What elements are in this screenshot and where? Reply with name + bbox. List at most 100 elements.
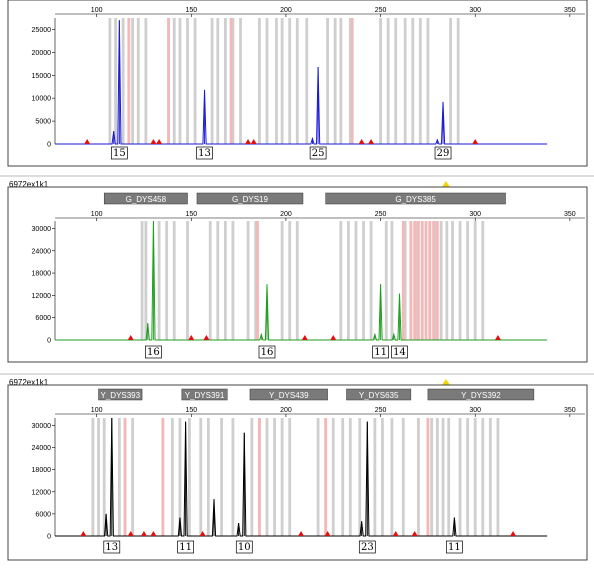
allele-bin — [157, 221, 161, 340]
off-ladder-triangle-icon — [472, 139, 479, 144]
allele-bin — [280, 18, 284, 144]
allele-bin — [339, 18, 343, 144]
allele-bin — [165, 221, 169, 340]
off-ladder-triangle-icon — [80, 531, 87, 536]
allele-call-label: 10 — [238, 542, 251, 553]
y-tick-label: 20000 — [32, 50, 52, 57]
allele-call-label: 16 — [261, 347, 274, 358]
off-ladder-triangle-icon — [301, 335, 308, 340]
allele-bin — [456, 18, 460, 144]
allele-bin — [458, 418, 462, 536]
allele-bin — [246, 221, 250, 340]
x-tick-label: 350 — [564, 7, 576, 14]
allele-bin — [114, 18, 117, 144]
allele-bin — [144, 18, 148, 144]
y-tick-label: 25000 — [32, 27, 52, 34]
allele-bin — [178, 18, 182, 144]
off-ladder-triangle-icon — [156, 139, 163, 144]
allele-bin — [381, 418, 384, 536]
y-tick-label: 0 — [47, 338, 51, 345]
allele-call-box — [372, 345, 389, 359]
panel-3: 6972ex1k1 Y_DYS393 Y_DYS391 Y_DYS439 Y_DYS63… — [0, 373, 594, 561]
marker-label: Y_DYS391 — [185, 391, 225, 400]
allele-bin — [341, 418, 345, 536]
allele-bin — [91, 418, 95, 536]
virtual-bin — [420, 221, 424, 340]
allele-bin — [288, 18, 292, 144]
allele-call-label: 16 — [147, 347, 160, 358]
allele-bin — [208, 221, 212, 340]
x-tick-label: 100 — [91, 211, 103, 218]
allele-call-box — [177, 540, 194, 554]
off-ladder-triangle-icon — [150, 139, 157, 144]
allele-bin — [346, 221, 350, 340]
allele-bin — [369, 221, 373, 340]
y-tick-label: 5000 — [35, 119, 51, 126]
virtual-bin — [409, 221, 413, 340]
marker-bar — [196, 192, 304, 205]
allele-bin — [348, 418, 352, 536]
allele-call-label: 25 — [312, 148, 325, 159]
allele-bin — [390, 418, 394, 536]
allele-call-box — [145, 345, 162, 359]
allele-bin — [488, 418, 492, 536]
virtual-bin — [123, 418, 127, 536]
virtual-bin — [324, 418, 328, 536]
allele-bin — [481, 221, 485, 340]
allele-bin — [223, 221, 227, 340]
virtual-bin — [428, 221, 432, 340]
y-tick-label: 0 — [47, 534, 51, 541]
allele-bin — [280, 221, 284, 340]
allele-bin — [439, 221, 443, 340]
allele-call-box — [434, 146, 452, 160]
allele-bin — [316, 418, 320, 536]
marker-label: G_DYS385 — [395, 195, 436, 204]
y-tick-label: 18000 — [32, 467, 52, 474]
allele-bin — [210, 18, 214, 144]
y-tick-label: 10000 — [32, 96, 52, 103]
panel-1: 100 150 200 250 300 3505000100001500020000250… — [7, 0, 588, 167]
marker-bar — [103, 192, 188, 205]
allele-bin — [239, 18, 242, 144]
marker-bar — [346, 388, 412, 401]
marker-bar — [325, 192, 506, 205]
allele-bin — [220, 418, 223, 536]
x-tick-label: 200 — [280, 407, 292, 414]
off-ladder-triangle-icon — [84, 139, 91, 144]
x-tick-label: 200 — [280, 7, 292, 14]
allele-bin — [473, 221, 477, 340]
marker-label: Y_DYS439 — [269, 391, 309, 400]
off-ladder-triangle-icon — [199, 531, 206, 536]
allele-call-box — [358, 540, 376, 554]
allele-bin — [199, 418, 203, 536]
allele-call-label: 23 — [361, 542, 374, 553]
allele-bin — [275, 18, 278, 144]
allele-bin — [415, 221, 418, 340]
off-ladder-triangle-icon — [250, 139, 257, 144]
virtual-bin — [127, 18, 131, 144]
panel-title: 6972ex1k1 — [9, 180, 49, 189]
allele-call-label: 11 — [374, 347, 387, 358]
allele-call-box — [111, 146, 128, 160]
marker-bar — [427, 388, 535, 401]
allele-bin — [206, 418, 210, 536]
allele-bin — [288, 418, 292, 536]
virtual-bin — [426, 418, 430, 536]
x-tick-label: 350 — [564, 211, 576, 218]
y-tick-label: 30000 — [32, 226, 52, 233]
allele-bin — [354, 221, 358, 340]
allele-bin — [108, 18, 112, 144]
off-ladder-triangle-icon — [368, 139, 375, 144]
marker-bar — [249, 388, 328, 401]
allele-call-box — [235, 540, 253, 554]
allele-bin — [186, 18, 189, 144]
allele-bin — [187, 418, 191, 536]
marker-bar — [181, 388, 228, 401]
marker-label: Y_DYS392 — [461, 391, 501, 400]
allele-call-box — [391, 345, 408, 359]
allele-bin — [403, 18, 407, 144]
allele-bin — [121, 18, 125, 144]
virtual-bin — [161, 418, 165, 536]
virtual-bin — [435, 221, 439, 340]
